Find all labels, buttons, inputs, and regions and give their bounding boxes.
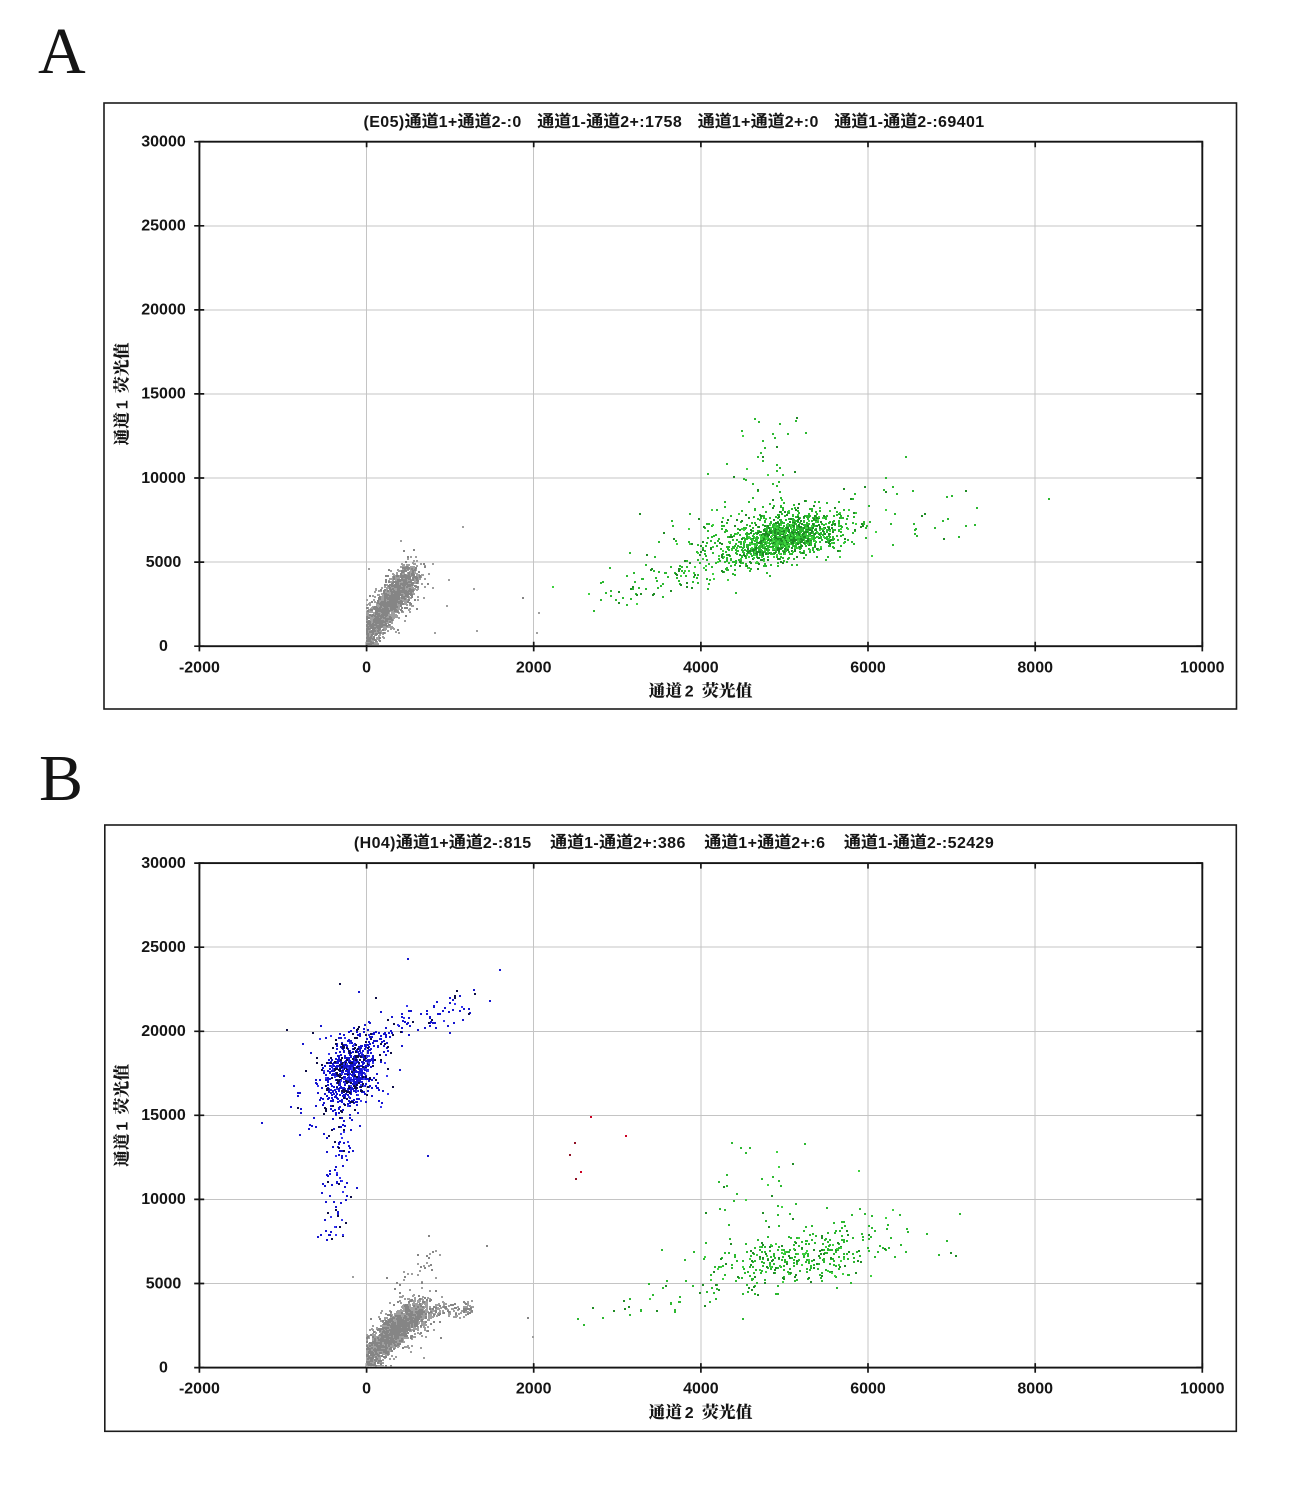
svg-text:8000: 8000 — [1017, 1381, 1053, 1398]
svg-text:1: 1 — [115, 400, 132, 409]
svg-text:5000: 5000 — [146, 1275, 182, 1292]
svg-text:2-:52429: 2-:52429 — [927, 835, 994, 852]
svg-text:1+: 1+ — [430, 835, 449, 852]
svg-text:1-: 1- — [878, 835, 893, 852]
svg-text:2: 2 — [685, 1405, 694, 1422]
svg-text:A: A — [38, 15, 86, 88]
svg-text:B: B — [39, 742, 83, 815]
svg-text:25000: 25000 — [141, 218, 186, 235]
svg-text:1-: 1- — [868, 114, 883, 131]
svg-text:2+:0: 2+:0 — [785, 114, 819, 131]
svg-text:25000: 25000 — [141, 939, 186, 956]
svg-text:6000: 6000 — [850, 659, 886, 676]
svg-text:2000: 2000 — [516, 1381, 552, 1398]
svg-text:30000: 30000 — [141, 134, 186, 151]
svg-text:2+:386: 2+:386 — [633, 835, 686, 852]
svg-text:2: 2 — [685, 684, 694, 701]
svg-text:10000: 10000 — [1180, 1381, 1225, 1398]
svg-text:0: 0 — [362, 659, 371, 676]
svg-text:4000: 4000 — [683, 1381, 719, 1398]
svg-text:10000: 10000 — [141, 470, 186, 487]
svg-text:15000: 15000 — [141, 386, 186, 403]
svg-text:0: 0 — [159, 638, 168, 655]
svg-text:1-: 1- — [571, 114, 586, 131]
svg-text:(H04): (H04) — [354, 835, 396, 852]
svg-text:2+:6: 2+:6 — [791, 835, 825, 852]
svg-text:1+: 1+ — [732, 114, 751, 131]
svg-text:5000: 5000 — [146, 554, 182, 571]
svg-text:2-:69401: 2-:69401 — [917, 114, 984, 131]
svg-text:2-:0: 2-:0 — [492, 114, 522, 131]
svg-text:0: 0 — [159, 1359, 168, 1376]
svg-text:2-:815: 2-:815 — [483, 835, 532, 852]
svg-text:1+: 1+ — [439, 114, 458, 131]
svg-text:1+: 1+ — [738, 835, 757, 852]
svg-text:8000: 8000 — [1017, 659, 1053, 676]
svg-text:2000: 2000 — [516, 659, 552, 676]
svg-text:4000: 4000 — [683, 659, 719, 676]
svg-text:20000: 20000 — [141, 1023, 186, 1040]
svg-text:10000: 10000 — [141, 1191, 186, 1208]
svg-text:1-: 1- — [584, 835, 599, 852]
svg-text:10000: 10000 — [1180, 659, 1225, 676]
svg-text:-2000: -2000 — [179, 659, 220, 676]
svg-text:30000: 30000 — [141, 855, 186, 872]
svg-text:(E05): (E05) — [364, 114, 405, 131]
svg-text:0: 0 — [362, 1381, 371, 1398]
svg-text:1: 1 — [115, 1122, 132, 1131]
svg-text:20000: 20000 — [141, 302, 186, 319]
svg-text:2+:1758: 2+:1758 — [620, 114, 682, 131]
svg-text:15000: 15000 — [141, 1107, 186, 1124]
svg-text:6000: 6000 — [850, 1381, 886, 1398]
svg-text:-2000: -2000 — [179, 1381, 220, 1398]
